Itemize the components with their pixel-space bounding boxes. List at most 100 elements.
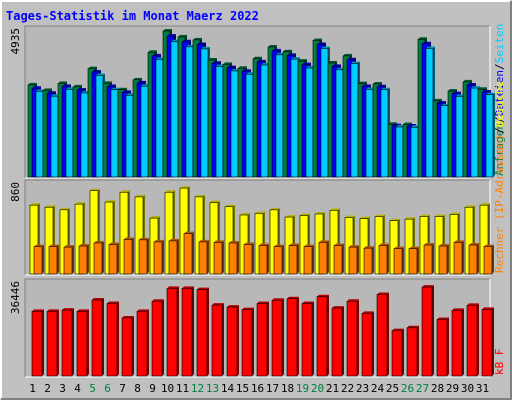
x-tick-label-day-17: 17	[266, 382, 279, 395]
bar-face	[335, 69, 344, 178]
bar-kb-f-day-1	[31, 309, 44, 377]
bar-top	[244, 242, 254, 245]
bar-kb-f-day-25	[391, 328, 404, 377]
bar-face	[303, 246, 313, 275]
bar-top	[467, 303, 479, 306]
bar-top	[193, 37, 202, 40]
bar-side	[477, 243, 479, 274]
bar-face	[181, 288, 193, 377]
bar-top	[304, 244, 314, 247]
bar-face	[273, 246, 283, 275]
bar-top	[103, 81, 112, 84]
bar-top	[347, 299, 359, 302]
y-axis-max-label: 4935	[9, 28, 22, 55]
bar-top	[334, 243, 344, 246]
bar-top	[343, 53, 352, 56]
bar-side	[282, 244, 284, 274]
bar-top	[124, 237, 134, 240]
bar-rechner-day-28	[438, 244, 449, 275]
bar-face	[65, 89, 74, 178]
bar-top	[452, 91, 461, 94]
bar-face	[78, 245, 88, 275]
bar-top	[272, 298, 284, 301]
bar-top	[418, 37, 427, 40]
bar-face	[200, 48, 209, 178]
bar-kb-f-day-5	[91, 298, 104, 377]
bar-rechner-day-20	[318, 240, 329, 275]
bar-face	[76, 311, 88, 377]
bar-side	[402, 328, 404, 376]
x-tick-label-day-18: 18	[281, 382, 294, 395]
bar-rechner-day-9	[153, 239, 164, 275]
bar-top	[45, 205, 55, 208]
bar-face	[80, 92, 89, 178]
x-tick-label-day-15: 15	[236, 382, 249, 395]
legend-text: Anfragen/Dateien/Seiten	[493, 24, 506, 176]
bar-rechner-day-23	[363, 246, 374, 275]
bar-face	[290, 58, 299, 178]
bar-side	[417, 246, 419, 274]
chart-panel-2: 860 Rechner (IP-Adressen)/Besuche	[9, 81, 506, 276]
bar-face	[196, 289, 208, 377]
bar-rechner-day-26	[408, 246, 419, 275]
bar-side	[492, 244, 494, 274]
x-tick-label-day-16: 16	[251, 382, 264, 395]
x-tick-label-day-9: 9	[149, 382, 156, 395]
bar-face	[153, 241, 163, 275]
bar-top	[392, 328, 404, 331]
bar-top	[257, 59, 266, 62]
x-tick-label-day-1: 1	[29, 382, 36, 395]
bar-face	[451, 310, 463, 377]
bar-face	[275, 54, 284, 178]
bar-top	[285, 215, 295, 218]
x-tick-label-day-23: 23	[356, 382, 369, 395]
bar-top	[270, 207, 280, 210]
bar-side	[297, 243, 299, 274]
legend-entry-2: /	[493, 127, 506, 134]
bar-side	[132, 315, 134, 376]
bar-top	[450, 212, 460, 215]
bar-rechner-day-25	[393, 246, 404, 275]
bar-top	[64, 245, 74, 248]
bar-top	[152, 299, 164, 302]
bar-side	[102, 240, 104, 274]
bar-side	[372, 311, 374, 376]
bar-top	[317, 294, 329, 297]
bar-top	[287, 296, 299, 299]
bar-side	[492, 307, 494, 376]
legend-text: kB F	[493, 349, 506, 376]
legend-entry-2: /	[493, 116, 506, 123]
bar-face	[361, 313, 373, 377]
bar-top	[139, 237, 149, 240]
bar-top	[313, 38, 322, 41]
bar-kb-f-day-29	[451, 308, 464, 377]
bar-top	[73, 84, 82, 87]
bar-rechner-day-10	[168, 238, 179, 275]
bar-face	[125, 95, 134, 178]
bar-face	[123, 239, 133, 275]
bar-face	[436, 319, 448, 377]
x-tick-label-day-6: 6	[104, 382, 111, 395]
bar-rechner-day-22	[348, 245, 359, 275]
bar-top	[227, 65, 236, 68]
bar-top	[122, 315, 134, 318]
x-tick-label-day-4: 4	[74, 382, 81, 395]
x-tick-label-day-3: 3	[59, 382, 66, 395]
bar-side	[57, 309, 59, 376]
bar-top	[152, 53, 161, 56]
x-axis-day-labels: 1 2 3 4 5 6 7 8 9 10 11 12 13 14 15 16 17 18 19 20 21 22 23 24 2…	[29, 382, 489, 395]
bar-face	[406, 327, 418, 377]
bar-face	[348, 246, 358, 275]
bar-top	[454, 240, 464, 243]
bar-side	[192, 286, 194, 376]
bar-side	[147, 237, 149, 274]
bar-top	[437, 317, 449, 320]
bar-side	[372, 246, 374, 274]
bar-top	[377, 84, 386, 87]
bar-top	[283, 49, 292, 52]
plot-bevel-dark	[24, 25, 490, 178]
bar-top	[469, 243, 479, 246]
bar-top	[118, 87, 127, 90]
bar-top	[373, 81, 382, 84]
bar-rechner-day-21	[333, 243, 344, 275]
